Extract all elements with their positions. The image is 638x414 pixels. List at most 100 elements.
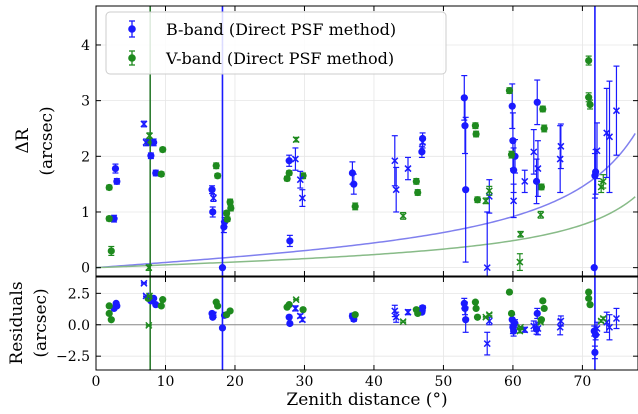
cross-point-3-4 (482, 197, 490, 205)
circle-point-1-26 (586, 301, 594, 309)
ytick-label-top-0: 0 (81, 261, 90, 277)
circle-point-1-1 (105, 215, 113, 223)
circle-point-0-25 (533, 79, 541, 126)
cross-point-2-7 (392, 311, 400, 323)
ytick-label-top-2: 2 (81, 149, 90, 165)
model-curve-1 (96, 196, 636, 269)
circle-point-1-20 (473, 196, 482, 204)
circle-point-1-25 (585, 294, 593, 302)
circle-point-1-19 (505, 288, 514, 296)
cross-point-2-5 (298, 189, 306, 208)
circle-point-0-8 (218, 264, 227, 272)
bottom-panel: −2.5 0.0 2.5 0 10 20 30 40 50 60 70 (56, 276, 638, 390)
circle-point-1-5 (157, 170, 165, 178)
axes-frame-bottom (95, 276, 638, 371)
circle-point-1-21 (505, 87, 514, 95)
ytick-label-bottom-0: −2.5 (56, 349, 90, 365)
circle-point-0-18 (462, 306, 470, 333)
circle-point-1-7 (214, 302, 222, 310)
circle-point-1-11 (285, 301, 293, 309)
top-ylabel-line2: (arcsec) (37, 106, 57, 175)
circle-point-1-15 (351, 202, 359, 211)
cross-point-2-9 (419, 136, 427, 149)
cross-point-2-13 (521, 169, 529, 194)
cross-point-2-5 (298, 316, 306, 324)
top-ylabel-line1: ΔR (13, 127, 33, 153)
circle-point-1-0 (105, 302, 113, 310)
circle-point-1-7 (214, 172, 222, 180)
cross-point-3-1 (145, 292, 154, 300)
legend-marker-v-band (128, 50, 136, 66)
circle-point-1-10 (227, 204, 235, 212)
cross-point-3-6 (517, 230, 525, 238)
circle-point-1-23 (539, 105, 547, 113)
cross-point-2-12 (510, 183, 518, 219)
ytick-label-bottom-2: 2.5 (68, 286, 90, 302)
circle-point-1-26 (585, 55, 593, 66)
axes-frame-top (95, 5, 638, 277)
circle-point-0-6 (208, 185, 216, 195)
circle-point-1-1 (105, 309, 113, 318)
cross-point-2-11 (485, 179, 493, 214)
legend-marker-b-band (128, 20, 136, 38)
bottom-ylabel-line2: (arcsec) (31, 288, 51, 357)
xtick-label-2: 20 (226, 374, 244, 390)
circle-point-1-24 (540, 124, 548, 133)
xtick-label-1: 10 (157, 374, 175, 390)
circle-point-1-13 (351, 311, 359, 319)
cross-point-2-14 (530, 128, 538, 175)
cross-point-3-0 (145, 321, 153, 329)
circle-point-0-19 (462, 116, 470, 263)
ytick-label-top-4: 4 (81, 38, 90, 54)
circle-point-0-11 (286, 319, 294, 328)
legend: B-band (Direct PSF method) V-band (Direc… (105, 11, 447, 75)
ytick-label-bottom-1: 0.0 (68, 318, 90, 334)
circle-point-1-13 (285, 169, 293, 177)
cross-point-2-8 (404, 308, 412, 316)
cross-point-3-1 (145, 132, 154, 140)
cross-point-3-3 (399, 318, 407, 326)
cross-point-2-0 (140, 120, 148, 128)
cross-point-2-6 (391, 135, 399, 187)
legend-label-v-band: V-band (Direct PSF method) (165, 49, 394, 68)
circle-point-0-14 (350, 173, 358, 195)
circle-point-1-2 (107, 316, 115, 324)
circle-point-0-15 (418, 145, 426, 159)
circle-point-1-12 (299, 306, 307, 314)
model-curve-0 (96, 133, 636, 269)
circle-point-1-2 (107, 245, 115, 257)
xtick-label-5: 50 (435, 374, 453, 390)
circle-point-0-18 (461, 97, 469, 155)
cross-point-2-1 (142, 138, 150, 147)
cross-point-2-20 (605, 314, 614, 341)
circle-point-1-15 (414, 309, 422, 318)
x-axis-label: Zenith distance (°) (286, 390, 447, 410)
cross-point-2-15 (534, 140, 542, 197)
xtick-label-0: 0 (92, 374, 101, 390)
circle-point-1-18 (473, 313, 482, 321)
ytick-label-top-1: 1 (81, 205, 90, 221)
cross-point-2-19 (603, 87, 611, 179)
xtick-label-7: 70 (573, 374, 591, 390)
circle-point-1-22 (540, 304, 548, 313)
cross-point-2-10 (483, 331, 491, 356)
cross-point-2-12 (510, 322, 518, 332)
cross-point-2-20 (605, 80, 614, 194)
circle-point-0-8 (218, 324, 227, 332)
cross-point-3-7 (516, 253, 524, 272)
xtick-label-3: 30 (296, 374, 314, 390)
circle-point-0-5 (152, 301, 160, 309)
cross-point-2-17 (557, 315, 565, 327)
xtick-label-6: 60 (504, 374, 522, 390)
circle-point-0-12 (286, 234, 294, 248)
cross-point-2-3 (291, 304, 299, 312)
circle-point-1-11 (223, 215, 231, 223)
circle-point-0-24 (533, 307, 541, 320)
cross-point-3-2 (292, 296, 300, 304)
cross-point-3-8 (537, 318, 545, 326)
ytick-label-top-3: 3 (81, 94, 90, 110)
cross-point-2-17 (557, 123, 565, 170)
cross-point-2-4 (296, 170, 304, 189)
cross-point-2-18 (593, 122, 601, 180)
